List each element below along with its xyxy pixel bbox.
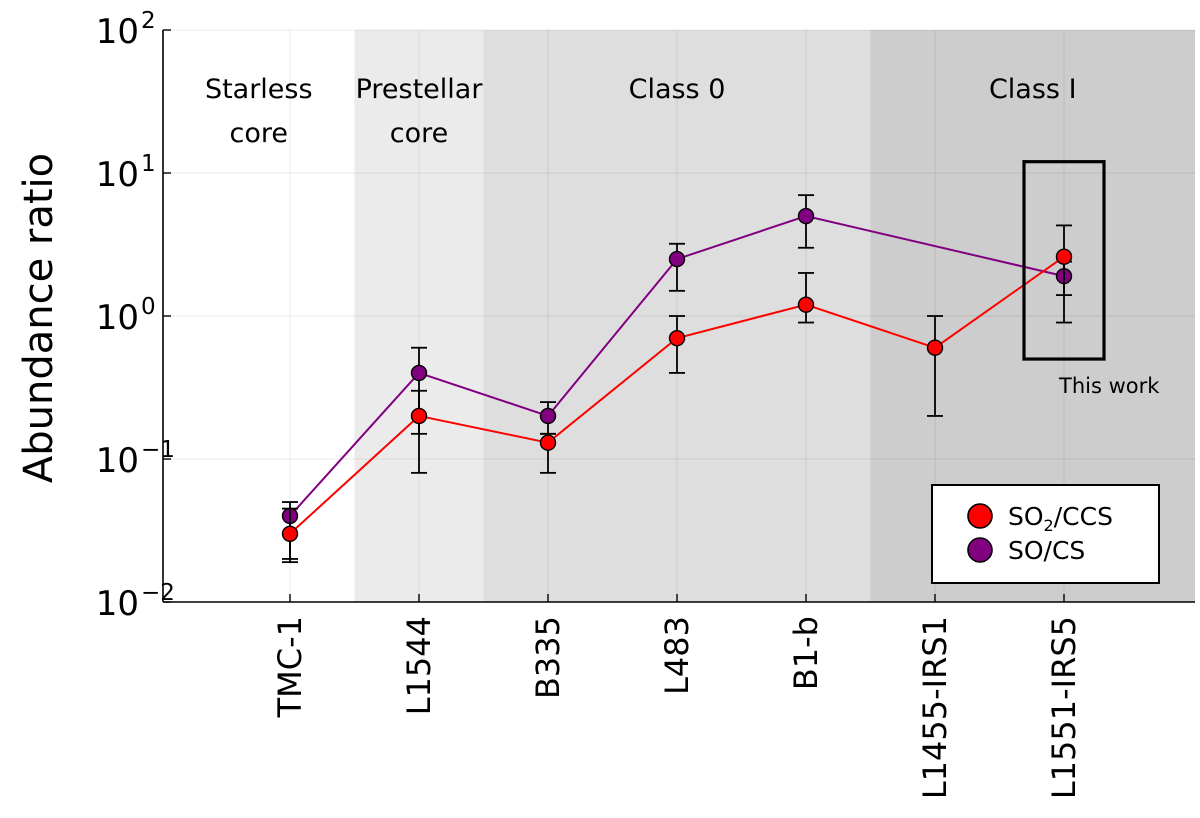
x-tick-label: B1-b — [787, 616, 825, 690]
y-tick-label: 10 — [96, 298, 139, 338]
x-tick-label: TMC-1 — [271, 616, 309, 718]
data-point — [539, 407, 557, 425]
stage-label: core — [230, 118, 288, 149]
stage-label: Starless — [205, 74, 313, 105]
y-axis-label: Abundance ratio — [16, 153, 62, 483]
stage-label: Class I — [989, 74, 1077, 105]
stage-region — [163, 30, 355, 602]
this-work-box — [1022, 160, 1106, 361]
y-tick-exponent: −2 — [141, 580, 175, 606]
stage-labels: Starless core Prestellar core Class 0 Class I — [205, 74, 1077, 149]
x-tick-label: L1551-IRS5 — [1045, 616, 1083, 799]
y-tick-exponent: 1 — [141, 151, 156, 177]
y-tick-label: 10 — [96, 584, 139, 624]
data-point — [1055, 248, 1073, 265]
stage-label: Prestellar — [356, 74, 484, 105]
data-point — [797, 296, 815, 313]
y-tick-exponent: 2 — [141, 8, 156, 34]
data-series — [281, 194, 1073, 564]
stage-label: Class 0 — [629, 74, 726, 105]
legend-marker — [967, 537, 993, 563]
data-point — [668, 329, 686, 347]
y-tick-label: 10 — [96, 155, 139, 195]
data-point — [410, 364, 428, 382]
x-tick-label: L483 — [658, 616, 696, 695]
legend-label: SO/CS — [1008, 536, 1085, 565]
data-point — [797, 207, 815, 225]
y-tick-exponent: −1 — [141, 437, 175, 463]
series-so2-ccs — [281, 224, 1073, 564]
data-point — [281, 525, 299, 542]
legend-box — [931, 484, 1160, 584]
x-tick-label: L1455-IRS1 — [916, 616, 954, 799]
y-tick-exponent: 0 — [141, 294, 156, 320]
data-point — [539, 434, 557, 451]
stage-region — [354, 30, 484, 602]
x-tick-label: B335 — [529, 616, 567, 699]
data-point — [410, 407, 428, 425]
legend-label: SO2/CCS — [1008, 502, 1113, 535]
legend-marker — [967, 503, 993, 529]
this-work-label: This work — [1058, 374, 1160, 398]
series-line — [289, 215, 1065, 517]
data-point — [668, 250, 686, 268]
annotation: This work — [1022, 160, 1160, 398]
data-point — [926, 339, 944, 356]
x-tick-label: L1544 — [400, 616, 438, 715]
stage-label: core — [390, 118, 448, 149]
y-tick-label: 10 — [96, 441, 139, 481]
y-tick-label: 10 — [96, 12, 139, 52]
